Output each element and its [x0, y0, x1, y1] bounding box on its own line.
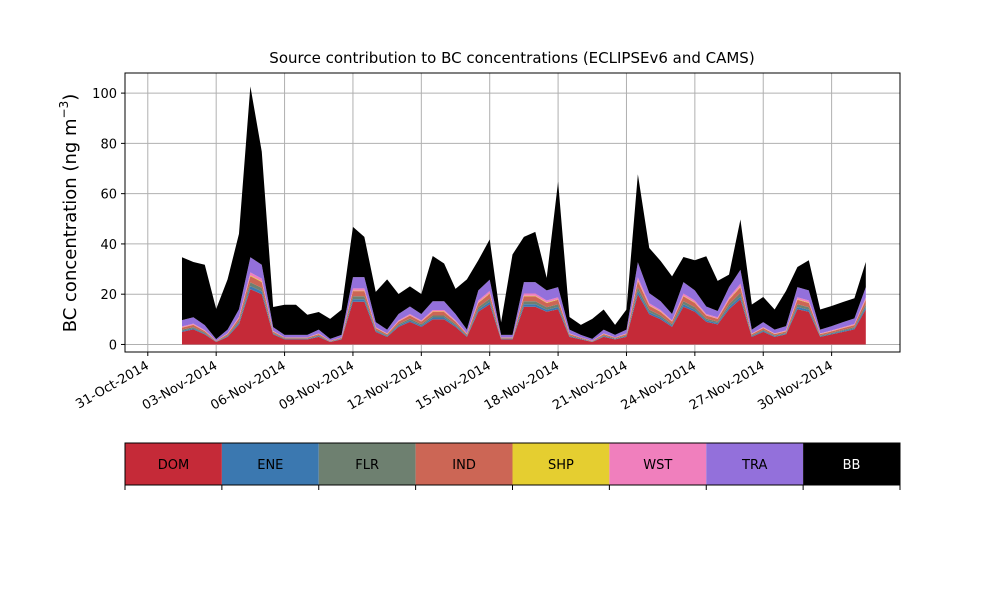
legend-label-ind: IND [452, 458, 476, 473]
legend-label-dom: DOM [158, 458, 189, 473]
legend-swatch-ind [415, 443, 513, 485]
y-axis-label-close: ) [60, 94, 81, 101]
y-axis-label-main: BC concentration (ng m [60, 118, 81, 332]
legend-label-shp: SHP [548, 458, 574, 473]
legend-swatch-tra [706, 443, 804, 485]
area-wst [181, 272, 866, 341]
stacked-areas [181, 86, 866, 345]
y-tick-label: 20 [100, 288, 117, 303]
legend-label-ene: ENE [257, 458, 283, 473]
area-tra [181, 257, 866, 341]
x-tick-label: 03-Nov-2014 [140, 358, 220, 413]
x-tick-label: 12-Nov-2014 [345, 358, 425, 413]
plot-frame [124, 72, 901, 353]
legend-swatch-bb [803, 443, 900, 485]
legend-swatch-wst [609, 443, 707, 485]
x-tick-label: 21-Nov-2014 [550, 358, 630, 413]
area-ind [181, 276, 866, 342]
y-tick-label: 0 [109, 338, 117, 353]
x-tick-label: 15-Nov-2014 [413, 358, 493, 413]
area-bb [181, 86, 866, 340]
area-dom [181, 289, 866, 345]
y-tick-label: 80 [100, 137, 117, 152]
y-axis-ticks: 0 20 40 60 80 100 [92, 87, 125, 353]
y-axis-label: BC concentration (ng m−3) [57, 94, 81, 333]
x-tick-label: 31-Oct-2014 [73, 358, 151, 412]
legend-label-tra: TRA [741, 458, 767, 473]
x-tick-label: 30-Nov-2014 [755, 358, 835, 413]
area-flr [181, 282, 866, 342]
y-tick-label: 40 [100, 238, 117, 253]
chart-title: Source contribution to BC concentrations… [269, 49, 754, 67]
y-tick-label: 100 [92, 87, 117, 102]
y-tick-label: 60 [100, 188, 117, 203]
legend-swatch-flr [318, 443, 416, 485]
x-axis-ticks: 31-Oct-201403-Nov-201406-Nov-201409-Nov-… [73, 352, 836, 413]
x-tick-label: 06-Nov-2014 [208, 358, 288, 413]
x-tick-label: 18-Nov-2014 [482, 358, 562, 413]
legend-swatch-shp [512, 443, 610, 485]
legend-swatch-dom [125, 443, 222, 485]
legend-label-flr: FLR [355, 458, 379, 473]
y-axis-label-superscript: −3 [57, 101, 71, 119]
x-tick-label: 27-Nov-2014 [687, 358, 767, 413]
area-ene [181, 286, 866, 342]
source-legend: DOM ENE FLR IND SHP WST TRA BB [124, 442, 901, 490]
legend-label-bb: BB [843, 458, 861, 473]
x-tick-label: 24-Nov-2014 [619, 358, 699, 413]
legend-label-wst: WST [643, 458, 672, 473]
x-tick-label: 09-Nov-2014 [277, 358, 357, 413]
legend-swatch-ene [221, 443, 319, 485]
